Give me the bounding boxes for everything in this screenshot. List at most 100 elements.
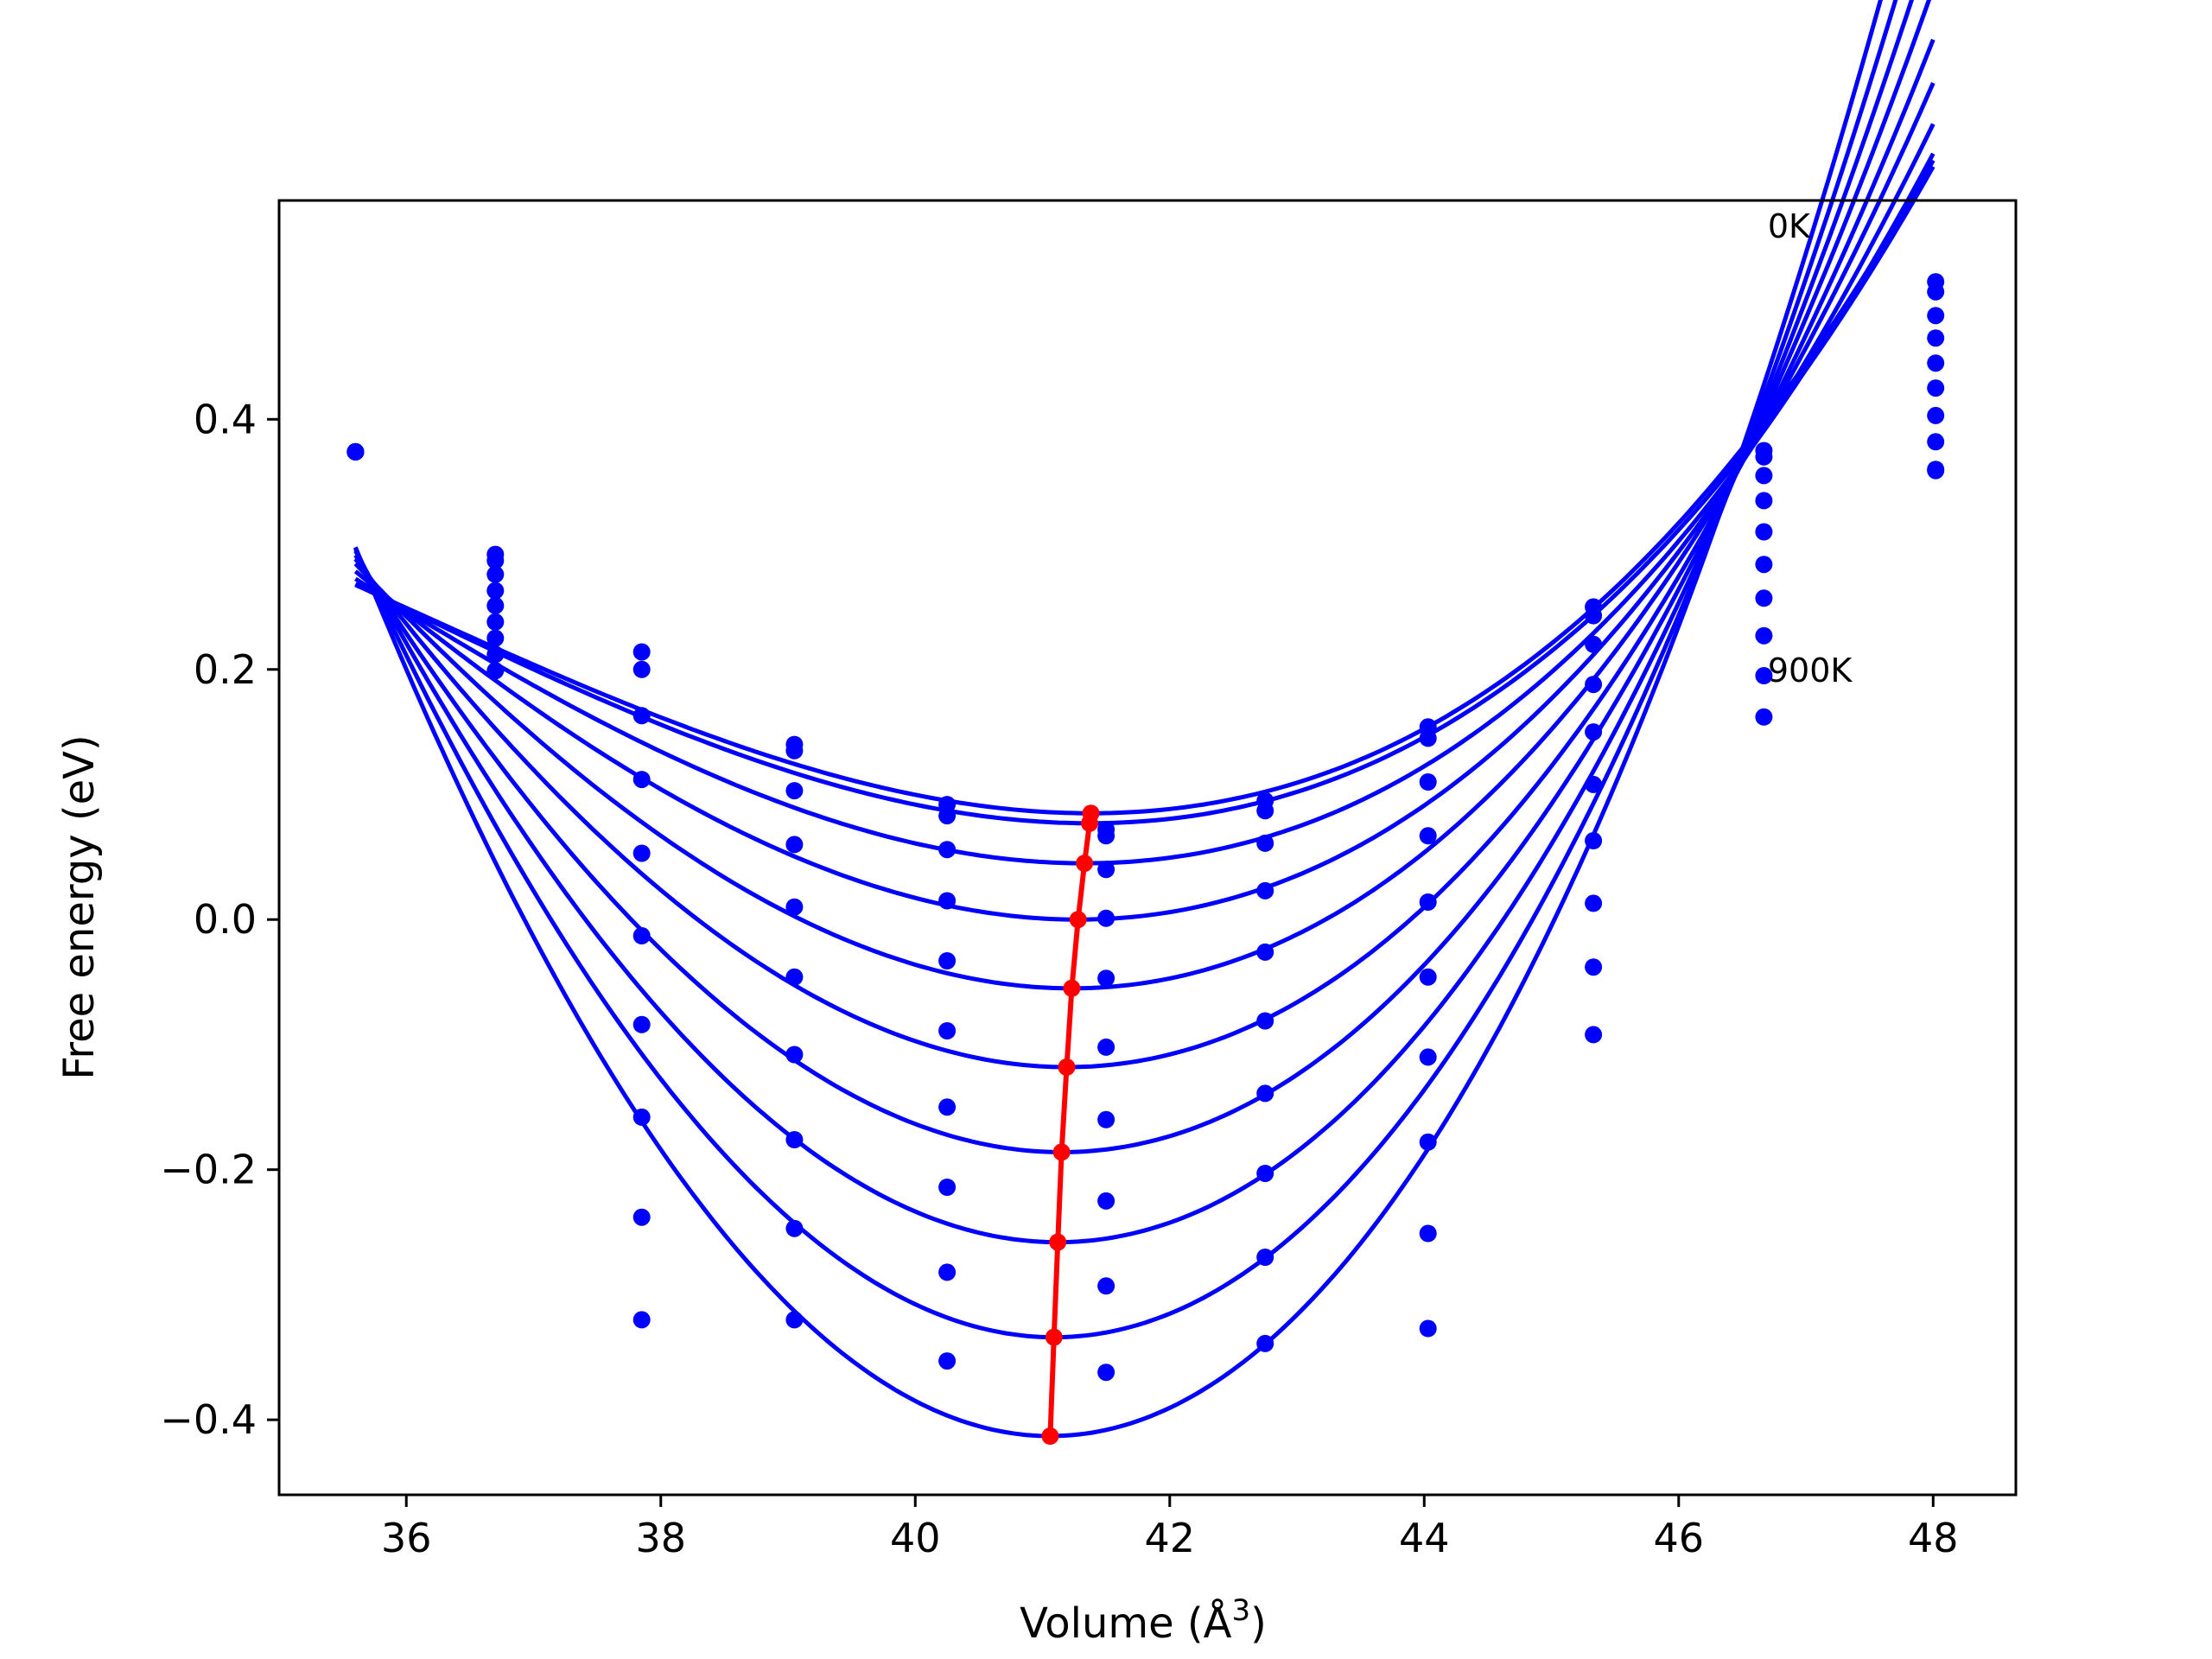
fit-curve-900K <box>353 0 1883 1439</box>
fit-curve-200K <box>354 152 1936 866</box>
x-tick-label-48: 48 <box>1908 1515 1959 1561</box>
data-point-400K-2 <box>632 844 651 862</box>
data-point-800K-4 <box>938 1263 957 1281</box>
x-axis-ticks: 36 38 40 42 44 46 48 <box>381 1495 1959 1561</box>
fit-curve-300K <box>353 123 1936 922</box>
data-point-800K-3 <box>785 1219 804 1237</box>
x-tick-label-36: 36 <box>381 1515 432 1561</box>
minimum-point-500K <box>1058 1058 1076 1076</box>
data-point-900K-5 <box>1097 1363 1116 1382</box>
data-point-600K-3 <box>785 1046 804 1064</box>
data-point-600K-1 <box>486 629 505 647</box>
data-point-100K-2 <box>632 660 651 678</box>
data-point-100K-6 <box>1256 802 1274 820</box>
data-point-400K-9 <box>1755 523 1773 541</box>
minimum-point-100K <box>1081 814 1098 832</box>
y-tick-label-1: −0.2 <box>160 1147 257 1193</box>
x-tick-label-40: 40 <box>890 1515 941 1561</box>
data-point-600K-4 <box>938 1098 957 1116</box>
data-point-400K-8 <box>1585 723 1603 741</box>
data-point-700K-1 <box>486 645 505 664</box>
minimum-line-path <box>1047 812 1094 1437</box>
data-point-300K-1 <box>486 582 505 600</box>
x-axis-label: Volume (Å3) <box>1020 1593 1267 1648</box>
data-point-300K-10 <box>1927 329 1945 347</box>
data-point-600K-7 <box>1419 1048 1437 1066</box>
x-tick-label-42: 42 <box>1144 1515 1195 1561</box>
data-point-500K-5 <box>1097 1038 1116 1056</box>
minimum-point-400K <box>1063 979 1081 997</box>
data-point-700K-10 <box>1927 433 1945 451</box>
data-point-800K-6 <box>1256 1249 1274 1266</box>
data-point-200K-7 <box>1419 773 1437 791</box>
data-point-900K-2 <box>632 1311 651 1329</box>
data-point-700K-6 <box>1256 1165 1274 1182</box>
data-point-300K-3 <box>785 836 804 854</box>
data-point-200K-2 <box>632 707 651 725</box>
data-point-600K-9 <box>1755 589 1773 607</box>
data-point-300K-5 <box>1097 909 1116 927</box>
fit-curve-600K <box>353 0 1932 1154</box>
data-point-800K-2 <box>632 1208 651 1226</box>
data-point-400K-10 <box>1927 354 1945 372</box>
data-point-500K-8 <box>1585 775 1603 793</box>
data-point-500K-7 <box>1419 968 1437 986</box>
y-tick-label-3: 0.2 <box>194 646 257 693</box>
data-point-400K-4 <box>938 952 957 969</box>
data-point-300K-9 <box>1755 492 1773 510</box>
x-axis-label-close: ) <box>1250 1599 1267 1648</box>
minimum-point-900K <box>1041 1427 1059 1445</box>
x-tick-label-38: 38 <box>635 1515 686 1561</box>
data-point-600K-5 <box>1097 1110 1116 1128</box>
data-point-700K-3 <box>785 1131 804 1148</box>
annotation-1: 900K <box>1768 652 1853 690</box>
data-point-100K-7 <box>1419 729 1437 747</box>
fit-curve-400K <box>353 81 1936 991</box>
data-point-900K-7 <box>1419 1319 1437 1338</box>
data-point-800K-9 <box>1755 667 1773 684</box>
y-tick-label-4: 0.4 <box>194 396 257 442</box>
data-point-400K-5 <box>1097 969 1116 988</box>
annotations: 0K 900K <box>1768 207 1853 690</box>
data-point-300K-7 <box>1419 827 1437 845</box>
data-point-400K-7 <box>1419 893 1437 911</box>
data-point-500K-9 <box>1755 556 1773 574</box>
data-point-500K-2 <box>632 927 651 944</box>
data-point-600K-10 <box>1927 406 1945 424</box>
data-point-200K-1 <box>486 565 505 583</box>
data-point-900K-0 <box>346 442 365 461</box>
data-point-200K-10 <box>1927 307 1945 325</box>
fit-curve-500K <box>353 38 1936 1070</box>
data-point-600K-8 <box>1585 832 1603 849</box>
data-point-700K-4 <box>938 1179 957 1196</box>
fit-curve-0K <box>354 159 1936 816</box>
minimum-point-200K <box>1076 855 1094 873</box>
data-point-700K-9 <box>1755 626 1773 645</box>
data-point-0K-2 <box>632 643 651 661</box>
data-point-100K-4 <box>938 807 957 825</box>
x-axis-label-sup: 3 <box>1231 1593 1250 1628</box>
y-axis-label: Free energy (eV) <box>55 734 104 1079</box>
data-point-200K-5 <box>1097 861 1116 879</box>
data-point-600K-6 <box>1256 1084 1274 1103</box>
data-point-200K-9 <box>1755 467 1773 485</box>
data-point-300K-2 <box>632 771 651 789</box>
data-point-800K-5 <box>1097 1277 1116 1295</box>
data-point-500K-3 <box>785 968 804 986</box>
data-point-800K-8 <box>1585 958 1603 976</box>
minimum-line <box>1041 804 1100 1445</box>
minimum-point-300K <box>1069 911 1087 929</box>
data-point-400K-6 <box>1256 943 1274 961</box>
data-point-100K-5 <box>1097 827 1116 845</box>
data-point-300K-8 <box>1585 676 1603 694</box>
minimum-point-800K <box>1045 1328 1063 1346</box>
data-point-300K-4 <box>938 892 957 910</box>
data-point-200K-3 <box>785 782 804 800</box>
data-point-800K-7 <box>1419 1224 1437 1243</box>
data-points <box>346 273 1945 1382</box>
y-tick-label-2: 0.0 <box>194 896 257 943</box>
data-point-500K-6 <box>1256 1012 1274 1030</box>
x-tick-label-46: 46 <box>1654 1515 1705 1561</box>
fit-curve-100K <box>354 165 1936 826</box>
